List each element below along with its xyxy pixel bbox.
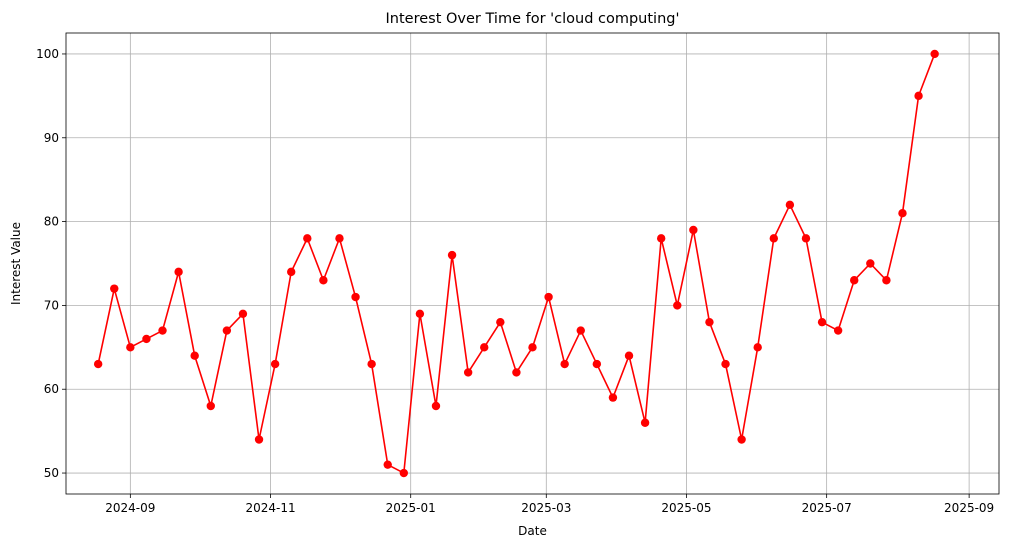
data-point	[335, 234, 344, 243]
x-tick-label: 2025-05	[661, 501, 711, 515]
data-point	[608, 393, 618, 402]
x-tick-label: 2024-11	[245, 501, 295, 515]
data-point	[576, 326, 585, 335]
data-point	[785, 200, 795, 210]
data-point	[238, 309, 248, 318]
x-tick-label: 2025-03	[521, 501, 571, 515]
data-point	[367, 359, 376, 369]
data-point	[463, 368, 473, 377]
y-tick-label: 70	[44, 298, 59, 312]
data-point	[882, 276, 891, 285]
y-tick-label: 90	[44, 131, 59, 145]
data-point	[480, 343, 489, 352]
y-axis-title: Interest Value	[9, 222, 23, 305]
data-point	[270, 359, 280, 369]
data-point	[110, 284, 119, 293]
data-point	[544, 292, 553, 302]
data-point	[769, 234, 778, 243]
data-point	[222, 326, 232, 335]
data-point	[383, 460, 392, 469]
y-axis-ticks: 50 60 70 80 90 100	[36, 47, 66, 480]
data-point	[640, 418, 650, 427]
x-axis-ticks: 2024-09 2024-11 2025-01 2025-03 2025-05 2025-…	[105, 494, 994, 515]
data-point	[174, 267, 183, 277]
series-plot	[93, 49, 939, 478]
data-point	[673, 301, 682, 310]
data-point	[801, 234, 811, 243]
data-point	[689, 225, 698, 235]
data-point	[753, 343, 762, 352]
data-point	[447, 250, 457, 260]
data-point	[158, 326, 167, 335]
data-point	[592, 359, 602, 369]
data-point	[254, 435, 264, 444]
data-point	[415, 309, 425, 318]
chart-title: Interest Over Time for 'cloud computing'	[386, 11, 680, 27]
data-point	[914, 91, 923, 101]
x-tick-label: 2025-09	[944, 501, 994, 515]
x-tick-label: 2025-01	[386, 501, 436, 515]
data-point	[624, 351, 634, 360]
y-tick-label: 100	[36, 47, 59, 61]
x-tick-label: 2024-09	[105, 501, 155, 515]
data-point	[287, 267, 296, 277]
data-point	[126, 343, 135, 352]
plot-frame	[65, 32, 1000, 495]
data-point	[866, 259, 875, 268]
data-point	[528, 343, 537, 352]
data-point	[705, 317, 714, 327]
data-point	[319, 276, 328, 285]
data-point	[351, 292, 360, 302]
data-point	[142, 334, 151, 344]
data-point	[93, 359, 103, 369]
data-point	[206, 401, 215, 411]
data-point	[817, 317, 827, 327]
data-point	[496, 317, 505, 327]
data-point	[399, 468, 409, 478]
data-point	[560, 359, 569, 369]
y-tick-label: 80	[44, 215, 59, 229]
data-point	[512, 368, 521, 377]
data-point	[930, 49, 939, 59]
data-point	[850, 276, 859, 285]
data-point	[737, 435, 746, 444]
y-tick-label: 50	[44, 466, 59, 480]
data-point	[431, 401, 441, 411]
y-tick-label: 60	[44, 382, 59, 396]
data-point	[656, 234, 666, 243]
data-point	[721, 359, 730, 369]
x-tick-label: 2025-07	[802, 501, 852, 515]
data-point	[833, 326, 843, 335]
data-point	[303, 234, 312, 243]
data-point	[190, 351, 199, 360]
x-axis-title: Date	[518, 524, 547, 538]
data-point	[898, 209, 907, 218]
